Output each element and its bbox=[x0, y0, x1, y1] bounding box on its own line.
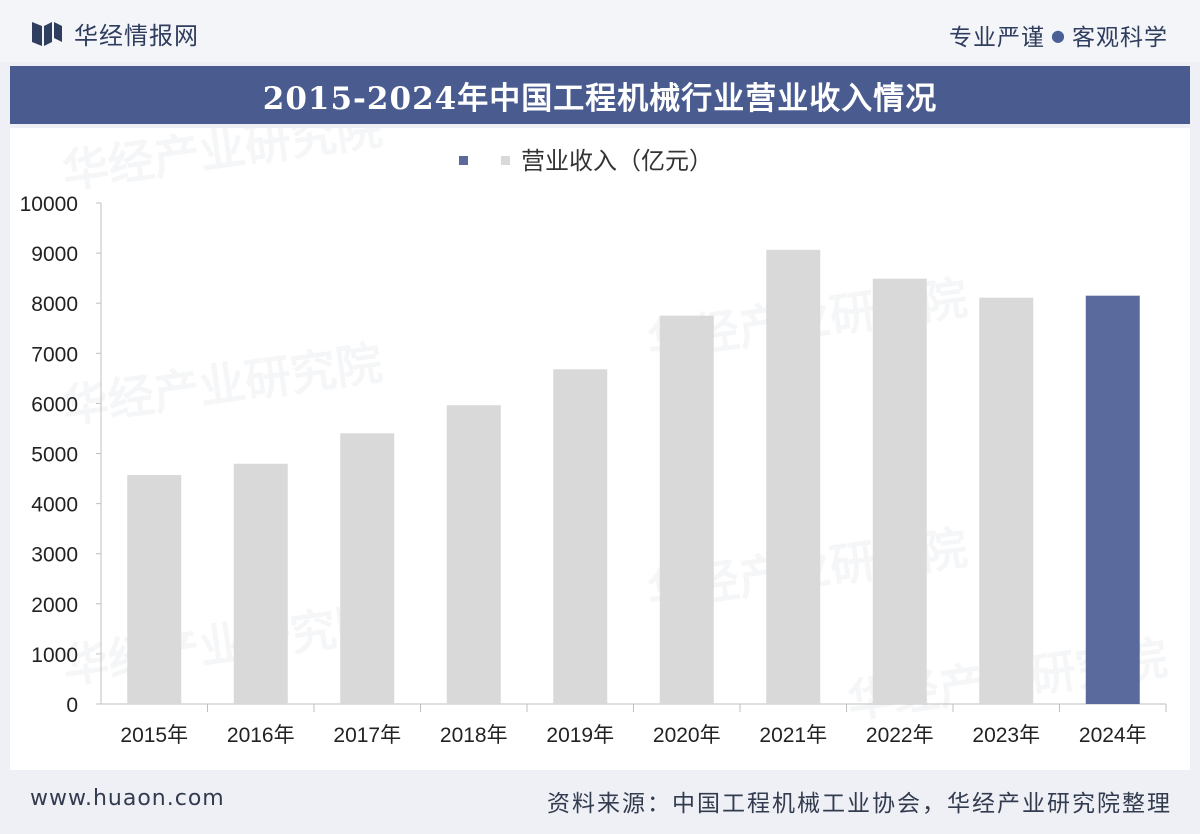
x-tick-label-2: 2017年 bbox=[333, 724, 401, 747]
slogan: 专业严谨 ● 客观科学 bbox=[949, 18, 1168, 52]
brand-name: 华经情报网 bbox=[74, 21, 199, 50]
y-tick-label-8: 8000 bbox=[31, 293, 78, 316]
bar-2016年 bbox=[233, 463, 288, 704]
watermark-0: 华经产业研究院 bbox=[59, 128, 385, 199]
slogan-dot-icon: ● bbox=[1051, 25, 1066, 45]
x-tick-label-4: 2019年 bbox=[546, 724, 614, 747]
y-tick-label-0: 0 bbox=[66, 694, 78, 717]
bar-2022年 bbox=[872, 278, 927, 704]
plot-area: 华经产业研究院华经产业研究院华经产业研究院华经产业研究院华经产业研究院华经产业研… bbox=[10, 128, 1190, 770]
y-tick-label-4: 4000 bbox=[31, 494, 78, 517]
x-tick-label-8: 2023年 bbox=[972, 724, 1040, 747]
title-bar: 2015-2024年中国工程机械行业营业收入情况 bbox=[10, 66, 1190, 124]
legend-label: 营业收入（亿元） bbox=[521, 147, 713, 175]
bar-chart: 华经产业研究院华经产业研究院华经产业研究院华经产业研究院华经产业研究院华经产业研… bbox=[20, 128, 1171, 747]
website-link[interactable]: www.huaon.com bbox=[30, 786, 225, 811]
footer: www.huaon.com 资料来源：中国工程机械工业协会，华经产业研究院整理 bbox=[0, 770, 1200, 834]
bar-2023年 bbox=[979, 297, 1034, 704]
source-note: 资料来源：中国工程机械工业协会，华经产业研究院整理 bbox=[547, 791, 1172, 817]
y-tick-label-10: 10000 bbox=[20, 193, 78, 216]
x-tick-label-3: 2018年 bbox=[440, 724, 508, 747]
bar-2019年 bbox=[553, 369, 608, 704]
slogan-left: 专业严谨 bbox=[949, 25, 1046, 51]
chart-title: 2015-2024年中国工程机械行业营业收入情况 bbox=[262, 80, 938, 117]
y-tick-label-9: 9000 bbox=[31, 243, 78, 266]
y-tick-label-7: 7000 bbox=[31, 343, 78, 366]
slogan-right: 客观科学 bbox=[1072, 25, 1168, 51]
huajing-logo-icon bbox=[32, 22, 62, 46]
header-bar: 华经情报网 专业严谨 ● 客观科学 bbox=[0, 0, 1200, 62]
bar-2020年 bbox=[659, 315, 714, 704]
x-tick-label-7: 2022年 bbox=[866, 724, 934, 747]
bar-2017年 bbox=[340, 433, 395, 704]
x-tick-label-5: 2020年 bbox=[653, 724, 721, 747]
x-tick-label-9: 2024年 bbox=[1079, 724, 1147, 747]
bar-2021年 bbox=[766, 249, 821, 704]
y-tick-label-2: 2000 bbox=[31, 594, 78, 617]
bar-2015年 bbox=[127, 475, 182, 704]
y-tick-label-6: 6000 bbox=[31, 393, 78, 416]
watermark-4: 华经产业研究院 bbox=[59, 596, 385, 694]
bar-2018年 bbox=[446, 405, 501, 704]
x-tick-label-1: 2016年 bbox=[227, 724, 295, 747]
y-tick-label-3: 3000 bbox=[31, 544, 78, 567]
legend-marker-highlight bbox=[459, 156, 468, 165]
legend-marker-default bbox=[501, 156, 510, 165]
watermark-1: 华经产业研究院 bbox=[59, 336, 385, 434]
y-tick-label-5: 5000 bbox=[31, 444, 78, 467]
y-tick-label-1: 1000 bbox=[31, 644, 78, 667]
x-tick-label-0: 2015年 bbox=[120, 724, 188, 747]
brand[interactable]: 华经情报网 bbox=[32, 16, 199, 50]
bar-2024年 bbox=[1085, 295, 1140, 704]
x-tick-label-6: 2021年 bbox=[759, 724, 827, 747]
